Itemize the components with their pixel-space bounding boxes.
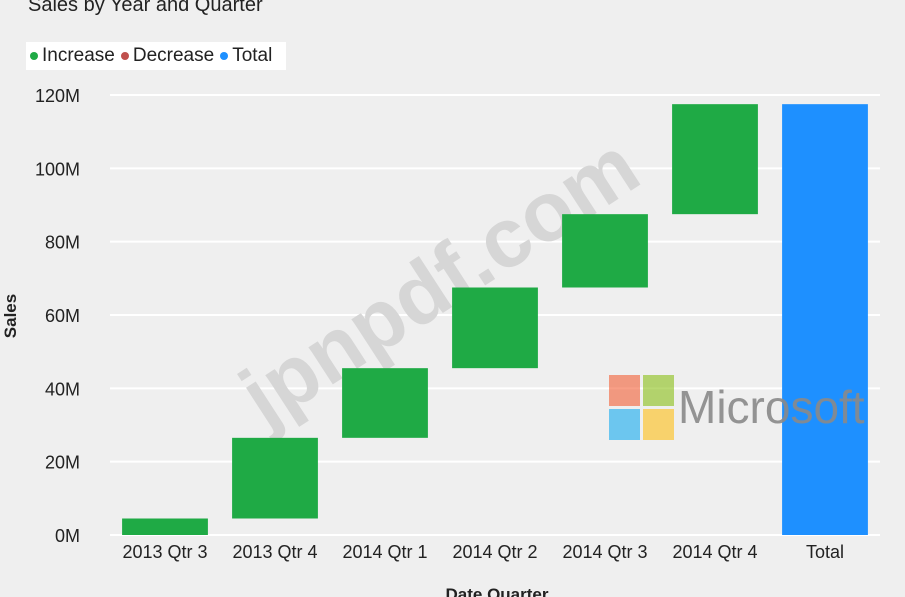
bar-2014-qtr-3: [562, 214, 648, 288]
legend-label-total: Total: [232, 45, 273, 66]
bar-2014-qtr-4: [672, 104, 758, 215]
microsoft-logo: Microsoft: [609, 375, 865, 440]
bars: [122, 104, 868, 536]
bar-2013-qtr-3: [122, 518, 208, 535]
bar-2014-qtr-2: [452, 287, 538, 369]
x-tick-label: 2014 Qtr 3: [562, 542, 647, 562]
x-tick-label: 2014 Qtr 1: [342, 542, 427, 562]
y-tick-label: 0M: [55, 526, 80, 546]
x-axis-title: Date Quarter: [446, 585, 549, 597]
logo-square: [643, 409, 674, 440]
legend-dot-decrease: [120, 52, 129, 60]
logo-square: [609, 375, 640, 406]
logo-square: [643, 375, 674, 406]
legend-dot-total: [220, 52, 229, 60]
y-tick-label: 100M: [35, 159, 80, 179]
y-tick-label: 80M: [45, 233, 80, 253]
bar-2013-qtr-4: [232, 437, 318, 519]
x-tick-label: 2014 Qtr 4: [672, 542, 757, 562]
legend-label-decrease: Decrease: [132, 45, 215, 66]
y-tick-label: 20M: [45, 453, 80, 473]
x-tick-label: 2013 Qtr 3: [122, 542, 207, 562]
x-axis-ticks: 2013 Qtr 3 2013 Qtr 4 2014 Qtr 1 2014 Qtr 2…: [122, 542, 844, 562]
legend-item-decrease: Decrease: [120, 45, 215, 67]
legend-label-increase: Increase: [42, 45, 115, 66]
y-tick-label: 120M: [35, 86, 80, 106]
bar-2014-qtr-1: [342, 368, 428, 438]
y-tick-label: 60M: [45, 306, 80, 326]
legend-dot-increase: [30, 52, 38, 60]
y-axis-ticks: 0M 20M 40M 60M 80M 100M 120M: [35, 86, 80, 546]
chart-legend: Increase Decrease Total: [26, 42, 287, 70]
logo-square: [609, 409, 640, 440]
x-tick-label: 2013 Qtr 4: [232, 542, 317, 562]
x-tick-label: 2014 Qtr 2: [452, 542, 537, 562]
bar-total: [782, 104, 868, 536]
logo-text: Microsoft: [678, 381, 865, 433]
x-tick-label: Total: [806, 542, 844, 562]
legend-item-total: Total: [220, 45, 272, 67]
y-tick-label: 40M: [45, 379, 80, 399]
legend-item-increase: Increase: [30, 45, 115, 67]
chart-title: Sales by Year and Quarter: [28, 0, 263, 16]
y-axis-title: Sales: [1, 294, 20, 338]
